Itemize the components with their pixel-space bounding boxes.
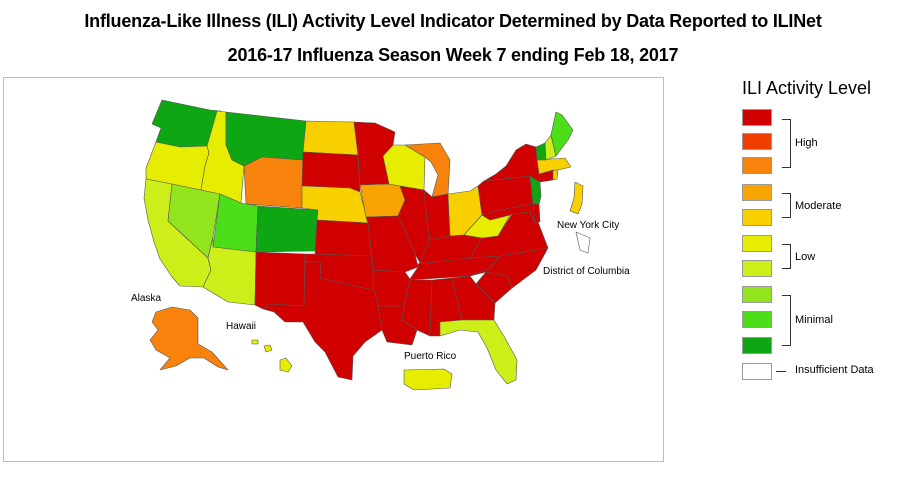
- map-frame: [3, 77, 664, 462]
- label-hawaii: Hawaii: [226, 321, 256, 332]
- legend-swatch-9: [742, 133, 772, 150]
- legend-swatch-insufficient: [742, 363, 772, 380]
- state-NYC[interactable]: [569, 181, 584, 215]
- state-AR[interactable]: [372, 269, 411, 307]
- state-IA[interactable]: [359, 183, 406, 218]
- state-HI-maui: [263, 344, 273, 353]
- state-VT[interactable]: [535, 142, 547, 161]
- legend-bracket-high: [782, 119, 791, 168]
- state-RI[interactable]: [552, 169, 559, 181]
- state-DC[interactable]: [575, 231, 591, 254]
- state-NM[interactable]: [254, 251, 306, 310]
- state-CO[interactable]: [255, 205, 319, 253]
- map-title: Influenza-Like Illness (ILI) Activity Le…: [84, 11, 822, 31]
- state-PR[interactable]: [403, 368, 453, 391]
- legend-swatch-2: [742, 311, 772, 328]
- state-WY[interactable]: [243, 156, 304, 209]
- legend-swatch-5: [742, 235, 772, 252]
- state-MA[interactable]: [536, 157, 572, 175]
- legend-bracket-moderate: [782, 193, 791, 218]
- legend-bracket-minimal: [782, 295, 791, 346]
- legend-label-low: Low: [795, 251, 816, 263]
- state-KS[interactable]: [314, 219, 373, 257]
- legend-swatch-8: [742, 157, 772, 174]
- legend: ILI Activity Level High Moderate Low Min…: [735, 76, 905, 386]
- label-dc: District of Columbia: [543, 266, 630, 277]
- state-ME[interactable]: [550, 111, 574, 157]
- legend-swatch-1: [742, 337, 772, 354]
- state-TX[interactable]: [262, 261, 383, 381]
- state-ND[interactable]: [302, 120, 359, 156]
- legend-label-high: High: [795, 137, 818, 149]
- state-AZ[interactable]: [202, 236, 257, 306]
- legend-swatch-3: [742, 286, 772, 303]
- state-AK[interactable]: [149, 306, 229, 371]
- label-alaska: Alaska: [131, 293, 161, 304]
- legend-swatch-10: [742, 109, 772, 126]
- state-FL[interactable]: [439, 319, 518, 385]
- state-HI-oahu: [251, 339, 259, 345]
- map-subtitle: 2016-17 Influenza Season Week 7 ending F…: [227, 45, 679, 65]
- legend-label-insufficient: Insufficient Data: [795, 364, 874, 376]
- legend-swatch-6: [742, 209, 772, 226]
- legend-bracket-low: [782, 244, 791, 269]
- legend-title: ILI Activity Level: [742, 78, 872, 98]
- legend-swatch-7: [742, 184, 772, 201]
- legend-label-minimal: Minimal: [795, 314, 833, 326]
- label-nyc: New York City: [557, 220, 619, 231]
- state-HI[interactable]: [279, 357, 293, 373]
- legend-swatch-4: [742, 260, 772, 277]
- state-SD[interactable]: [301, 151, 361, 193]
- us-map: Alaska Hawaii Puerto Rico New York City …: [131, 99, 630, 391]
- label-puerto-rico: Puerto Rico: [404, 351, 457, 362]
- legend-insufficient-tick: [776, 371, 786, 372]
- legend-label-moderate: Moderate: [795, 200, 842, 212]
- state-NY[interactable]: [483, 143, 541, 183]
